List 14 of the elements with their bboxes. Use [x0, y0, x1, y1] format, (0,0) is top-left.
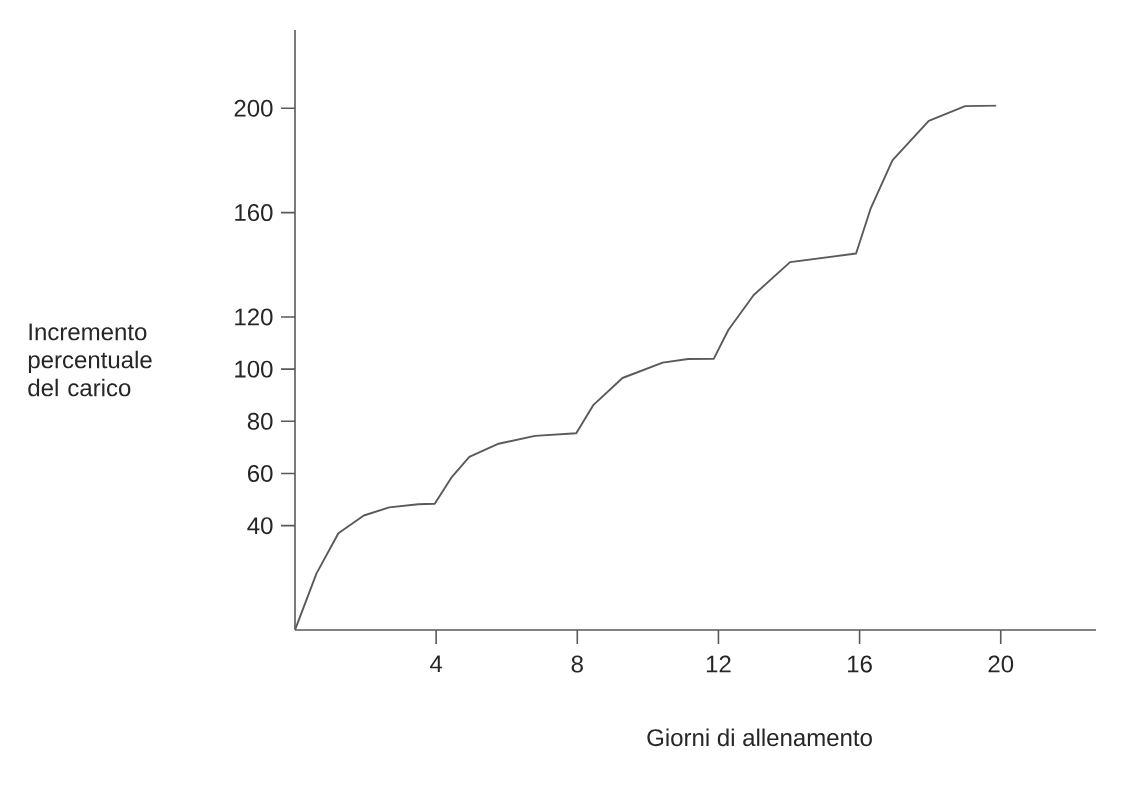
y-tick-label: 200 [234, 99, 273, 117]
x-tick-label: 12 [706, 655, 731, 673]
y-tick-label: 60 [248, 464, 273, 482]
x-tick-label: 8 [571, 655, 583, 673]
y-tick-label: 160 [235, 204, 273, 222]
y-tick-label: 40 [247, 517, 273, 535]
y-axis-title: Incremento percentuale del carico [28, 323, 152, 397]
x-tick-label: 16 [848, 655, 872, 673]
x-axis-title: Giorni di allenamento [647, 728, 872, 747]
x-tick-label: 20 [988, 655, 1014, 673]
y-tick-label: 100 [235, 360, 273, 378]
y-tick-label: 80 [247, 412, 273, 430]
x-tick-label: 4 [430, 655, 443, 673]
y-tick-label: 120 [235, 308, 273, 326]
